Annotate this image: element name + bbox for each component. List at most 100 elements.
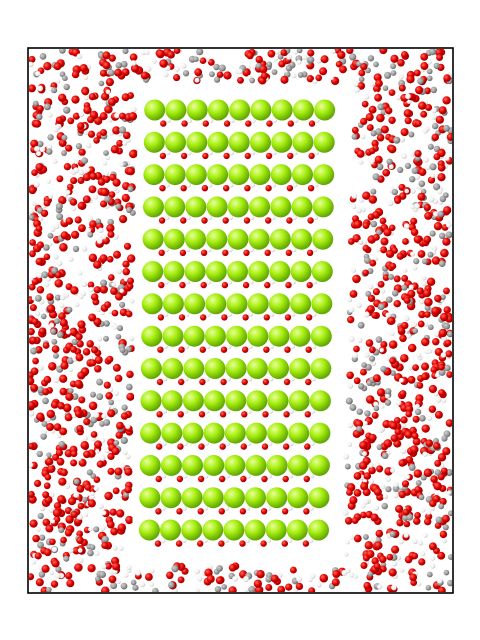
anion-oxygen (178, 314, 186, 321)
anion-oxygen (156, 411, 163, 418)
carbon-atom (381, 502, 388, 510)
oxygen-atom (74, 379, 83, 389)
anion-oxygen (287, 120, 294, 127)
oxygen-atom (76, 340, 84, 348)
anion-oxygen (245, 120, 252, 127)
carbon-atom (45, 586, 52, 592)
oxygen-atom (127, 254, 136, 263)
oxygen-atom (307, 49, 315, 57)
hydrogen-atom (391, 584, 397, 591)
hydrogen-atom (378, 428, 384, 434)
crystal-cation (268, 293, 290, 315)
anion-oxygen (220, 378, 227, 386)
oxygen-atom (129, 149, 138, 159)
carbon-atom (115, 333, 122, 340)
oxygen-atom (65, 392, 74, 401)
oxygen-atom (388, 340, 398, 349)
oxygen-atom (375, 79, 383, 88)
hydrogen-atom (84, 167, 90, 173)
oxygen-atom (433, 153, 441, 161)
oxygen-atom (29, 490, 35, 498)
oxygen-atom (373, 487, 382, 496)
hydrogen-atom (33, 181, 40, 188)
oxygen-atom (368, 105, 377, 114)
oxygen-atom (86, 340, 94, 348)
hydrogen-atom (440, 352, 447, 358)
hydrogen-atom (56, 260, 63, 266)
anion-oxygen (158, 217, 166, 224)
oxygen-atom (94, 116, 103, 125)
crystal-cation (225, 358, 247, 379)
oxygen-atom (32, 357, 39, 365)
carbon-atom (63, 83, 70, 91)
oxygen-atom (424, 297, 433, 307)
carbon-atom (357, 321, 365, 329)
oxygen-atom (427, 176, 436, 184)
crystal-cation (205, 293, 227, 315)
anion-hydrogen (266, 538, 271, 543)
hydrogen-atom (68, 367, 73, 373)
oxygen-atom (388, 89, 396, 97)
oxygen-atom (346, 371, 354, 380)
anion-oxygen (180, 185, 187, 192)
oxygen-atom (270, 574, 279, 583)
oxygen-atom (420, 110, 428, 118)
anion-hydrogen (288, 473, 294, 479)
oxygen-atom (390, 545, 400, 554)
oxygen-atom (351, 517, 359, 525)
carbon-atom (117, 325, 124, 332)
oxygen-atom (351, 126, 359, 134)
carbon-atom (439, 195, 447, 203)
hydrogen-atom (418, 298, 425, 305)
oxygen-atom (38, 327, 46, 335)
oxygen-atom (356, 149, 365, 158)
carbon-atom (40, 433, 47, 440)
crystal-cation (160, 454, 182, 476)
oxygen-atom (166, 571, 174, 580)
oxygen-atom (430, 475, 438, 483)
hydrogen-atom (358, 239, 363, 245)
anion-oxygen (303, 475, 310, 483)
oxygen-atom (106, 520, 115, 529)
oxygen-atom (426, 277, 436, 287)
hydrogen-atom (52, 158, 58, 164)
oxygen-atom (46, 304, 56, 313)
anion-hydrogen (163, 312, 169, 317)
oxygen-atom (34, 479, 42, 487)
hydrogen-atom (93, 412, 100, 418)
crystal-cation (313, 131, 335, 153)
anion-oxygen (178, 346, 185, 353)
anion-oxygen (260, 508, 268, 515)
hydrogen-atom (422, 451, 428, 457)
carbon-atom (388, 273, 394, 280)
oxygen-atom (69, 327, 78, 337)
hydrogen-atom (382, 493, 389, 500)
oxygen-atom (360, 511, 367, 519)
carbon-atom (382, 85, 389, 92)
carbon-atom (101, 535, 109, 543)
carbon-atom (216, 565, 223, 572)
oxygen-atom (93, 286, 101, 294)
carbon-atom (55, 202, 63, 210)
oxygen-atom (122, 267, 131, 276)
anion-oxygen (199, 346, 206, 353)
hydrogen-atom (56, 433, 62, 439)
oxygen-atom (428, 384, 438, 394)
oxygen-atom (417, 192, 426, 201)
oxygen-atom (382, 168, 391, 177)
anion-hydrogen (267, 441, 273, 446)
oxygen-atom (130, 64, 140, 73)
oxygen-atom (34, 552, 42, 560)
carbon-atom (30, 347, 38, 355)
hydrogen-atom (105, 89, 111, 95)
oxygen-atom (35, 163, 44, 172)
anion-oxygen (159, 152, 167, 160)
carbon-atom (59, 49, 66, 54)
oxygen-atom (376, 133, 385, 142)
oxygen-atom (74, 216, 82, 224)
carbon-atom (358, 383, 365, 390)
hydrogen-atom (135, 569, 142, 576)
crystal-cation (182, 390, 204, 412)
crystal-cation (204, 325, 226, 347)
